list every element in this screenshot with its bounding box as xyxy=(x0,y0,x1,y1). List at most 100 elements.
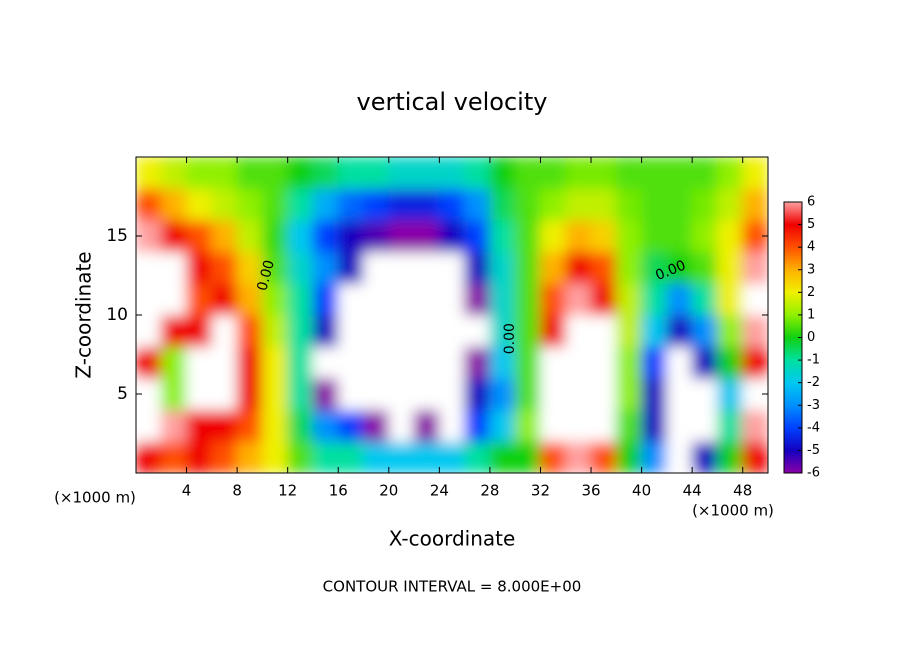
cell xyxy=(438,346,466,379)
cell xyxy=(590,377,617,411)
cell xyxy=(666,346,693,379)
cell xyxy=(186,219,213,253)
cell xyxy=(641,251,668,284)
cell xyxy=(464,219,491,253)
cell xyxy=(413,377,440,411)
cell xyxy=(337,346,365,379)
cell xyxy=(388,440,415,473)
cell xyxy=(261,282,289,316)
cell xyxy=(565,219,592,253)
cell xyxy=(590,440,617,473)
colorbar-tick-label: -4 xyxy=(807,420,820,435)
cell xyxy=(236,219,263,253)
field xyxy=(136,157,768,473)
cell xyxy=(186,157,213,190)
cell xyxy=(186,188,213,221)
cell xyxy=(565,314,592,348)
colorbar-tick-label: 6 xyxy=(807,195,815,210)
cell xyxy=(160,377,188,411)
cell xyxy=(615,251,643,284)
cell xyxy=(438,409,466,442)
cell xyxy=(489,157,516,190)
cell xyxy=(160,346,188,379)
y-tick-label: 10 xyxy=(106,305,128,325)
colorbar-tick-label: -6 xyxy=(807,466,820,481)
cell xyxy=(666,188,693,221)
cell xyxy=(261,314,289,348)
cell xyxy=(716,251,744,284)
cell xyxy=(464,188,491,221)
cell xyxy=(539,282,567,316)
cell xyxy=(666,314,693,348)
cell xyxy=(666,440,693,473)
cell xyxy=(160,440,188,473)
cell xyxy=(287,157,314,190)
cell xyxy=(388,157,415,190)
cell xyxy=(261,251,289,284)
cell xyxy=(641,157,668,190)
cell xyxy=(337,219,365,253)
cell xyxy=(590,282,617,316)
cell xyxy=(742,314,768,348)
cell xyxy=(514,157,541,190)
cell xyxy=(464,440,491,473)
cell xyxy=(464,377,491,411)
cell xyxy=(641,314,668,348)
cell xyxy=(539,346,567,379)
cell xyxy=(514,188,541,221)
cell xyxy=(363,282,390,316)
cell xyxy=(716,440,744,473)
cell xyxy=(716,377,744,411)
cell xyxy=(413,314,440,348)
x-tick-label: 4 xyxy=(182,482,192,500)
cell xyxy=(641,377,668,411)
cell xyxy=(312,282,339,316)
y-tick-label: 5 xyxy=(117,384,128,404)
colorbar-tick-label: 4 xyxy=(807,240,815,255)
cell xyxy=(136,251,162,284)
cell xyxy=(337,251,365,284)
cell xyxy=(590,219,617,253)
cell xyxy=(312,409,339,442)
cell xyxy=(539,377,567,411)
cell xyxy=(337,188,365,221)
cell xyxy=(716,282,744,316)
cell xyxy=(666,377,693,411)
cell xyxy=(287,377,314,411)
cell xyxy=(742,282,768,316)
cell xyxy=(261,409,289,442)
cell xyxy=(312,346,339,379)
cell xyxy=(716,409,744,442)
contour-label: 0.00 xyxy=(254,258,278,292)
cell xyxy=(539,219,567,253)
cell xyxy=(337,409,365,442)
cell xyxy=(539,409,567,442)
x-tick-label: 8 xyxy=(232,482,242,500)
y-axis-label: Z-coordinate xyxy=(72,251,96,378)
overlay: 4 8 12 16 20 24 28 32 36 40 44 48510150.000.000.006… xyxy=(106,156,820,500)
cell xyxy=(388,251,415,284)
cell xyxy=(565,409,592,442)
cell xyxy=(236,314,263,348)
cell xyxy=(514,219,541,253)
x-tick-label: 44 xyxy=(683,482,702,500)
cell xyxy=(186,282,213,316)
cell xyxy=(514,409,541,442)
cell xyxy=(615,188,643,221)
cell xyxy=(666,157,693,190)
cell xyxy=(160,282,188,316)
cell xyxy=(388,314,415,348)
cell xyxy=(565,440,592,473)
x-unit: (×1000 m) xyxy=(692,502,774,520)
cell xyxy=(565,188,592,221)
cell xyxy=(438,251,466,284)
cell xyxy=(438,282,466,316)
cell xyxy=(691,282,718,316)
footnote: CONTOUR INTERVAL = 8.000E+00 xyxy=(323,578,582,596)
cell xyxy=(363,409,390,442)
cell xyxy=(691,346,718,379)
cell xyxy=(186,251,213,284)
cell xyxy=(641,409,668,442)
cell xyxy=(261,346,289,379)
